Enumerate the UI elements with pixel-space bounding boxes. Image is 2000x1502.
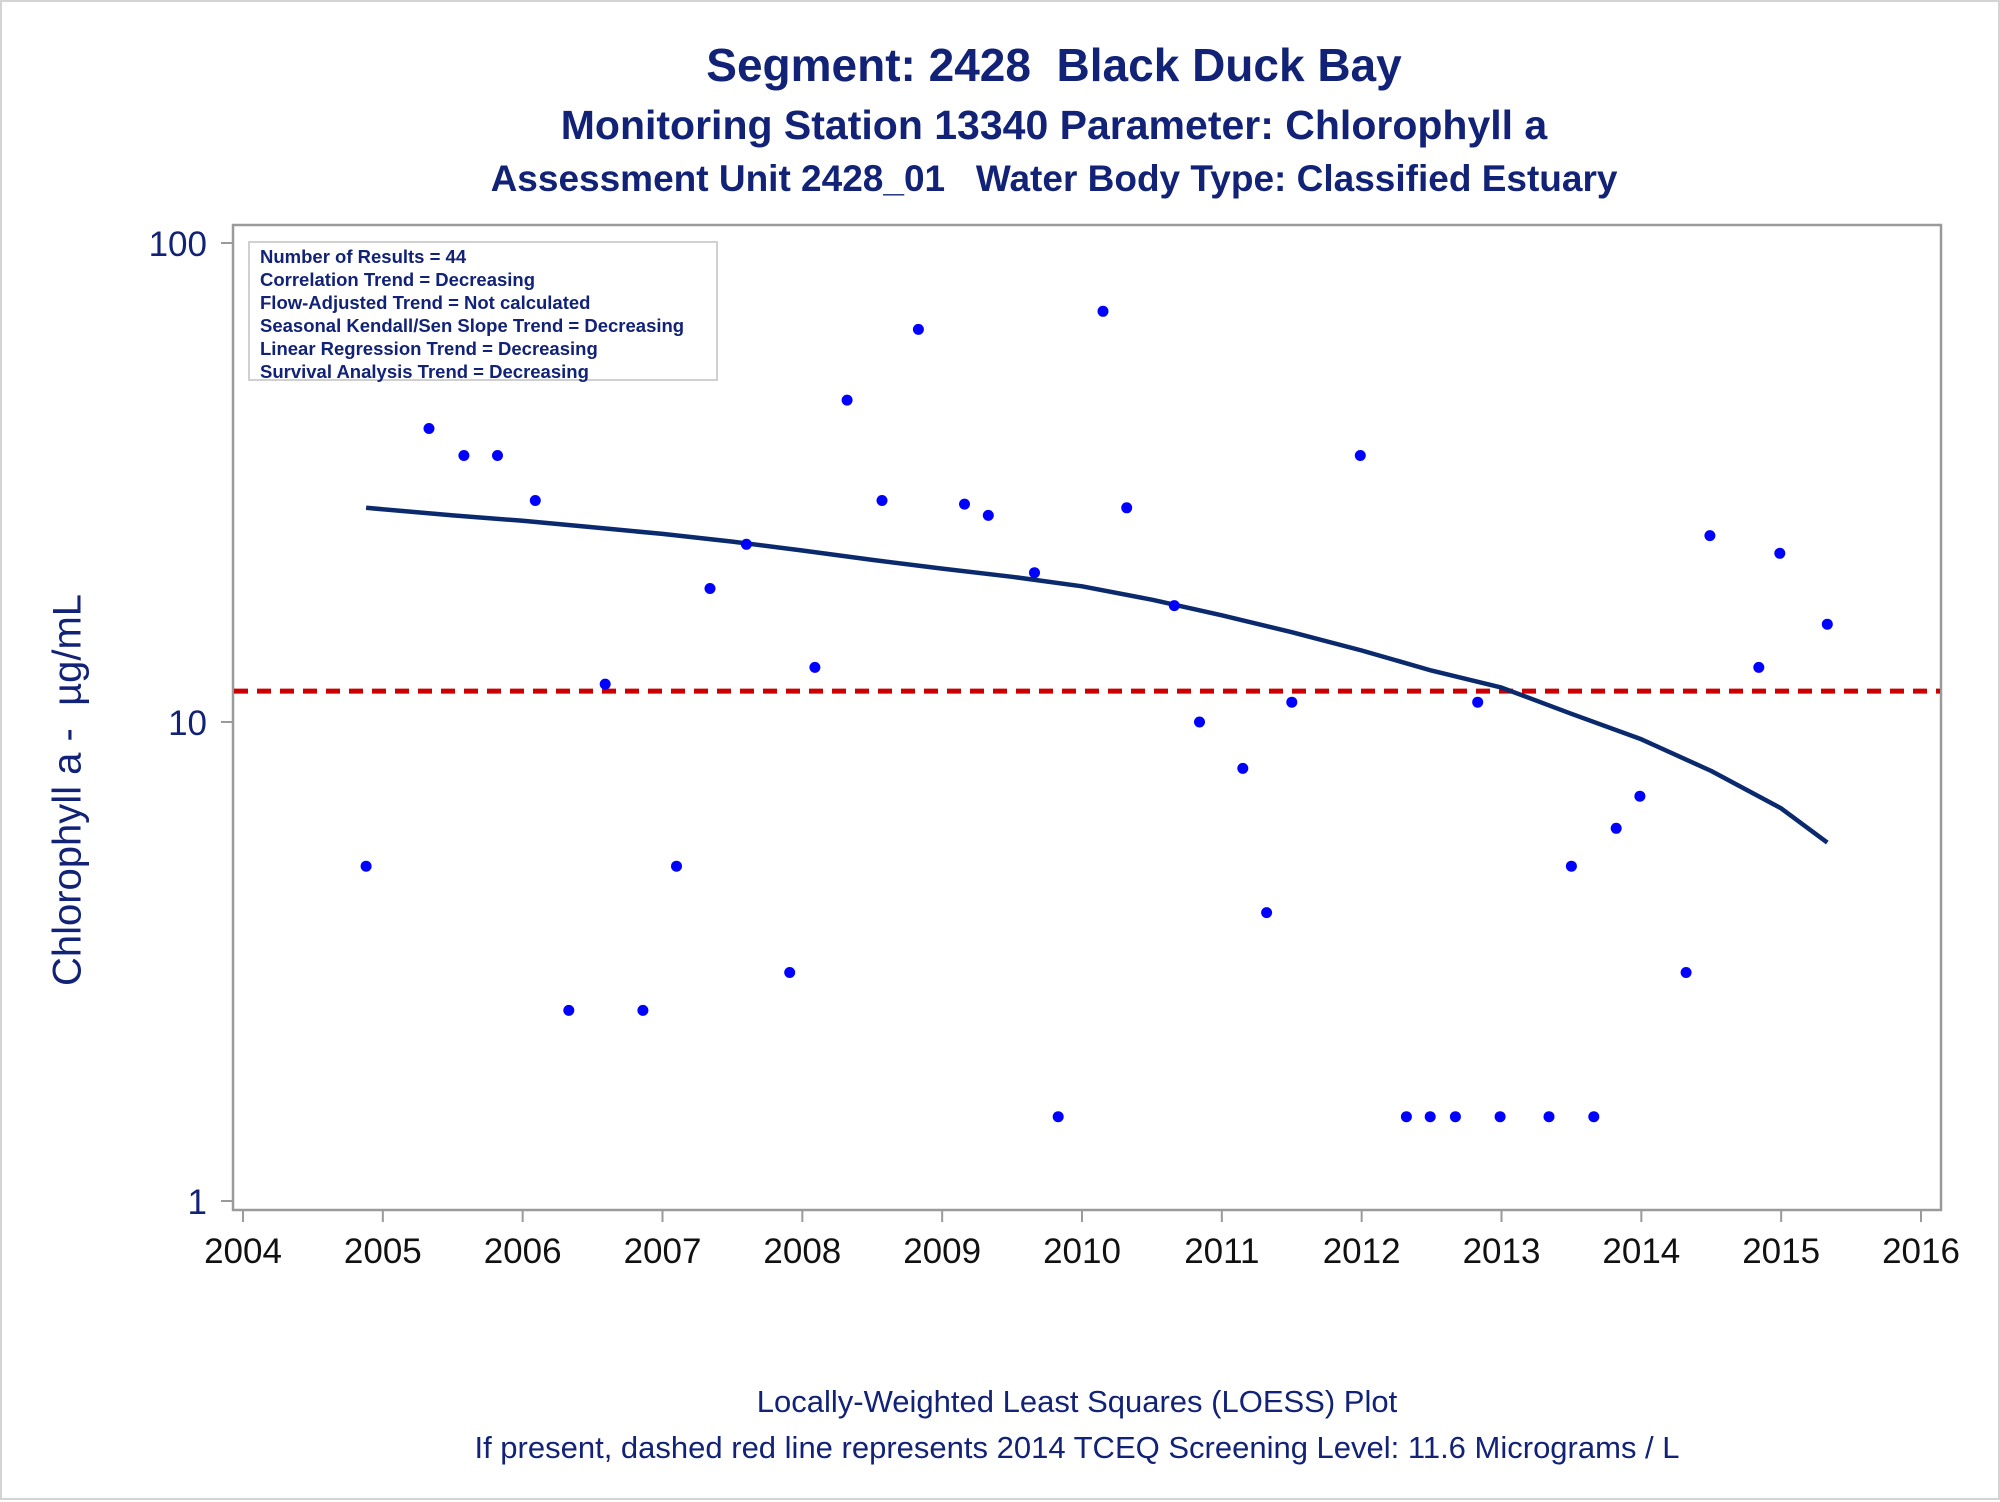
data-point [1449, 1111, 1461, 1123]
data-point [1194, 716, 1205, 728]
stats-line: Survival Analysis Trend = Decreasing [260, 361, 589, 382]
data-point [740, 538, 752, 550]
data-point [1753, 661, 1765, 673]
data-point [704, 583, 716, 594]
data-point [1680, 967, 1692, 978]
x-tick-label: 2010 [1043, 1232, 1121, 1271]
data-point [1821, 618, 1833, 630]
data-point [1097, 305, 1109, 317]
chart-subtitle: Monitoring Station 13340 Parameter: Chlo… [560, 102, 1548, 148]
data-point [959, 498, 970, 510]
data-point [1261, 907, 1273, 919]
data-point [1168, 600, 1180, 612]
stats-line: Correlation Trend = Decreasing [260, 269, 536, 290]
x-tick-label: 2013 [1463, 1232, 1541, 1271]
stats-line: Linear Regression Trend = Decreasing [260, 338, 598, 359]
data-point [982, 509, 994, 521]
data-point [1565, 860, 1577, 872]
y-tick-label: 1 [188, 1183, 207, 1222]
data-point [876, 495, 888, 506]
data-point [1634, 790, 1646, 802]
data-point [1588, 1111, 1600, 1123]
x-tick-label: 2016 [1882, 1232, 1960, 1271]
chart-subtitle-2: Assessment Unit 2428_01 Water Body Type:… [490, 158, 1618, 199]
data-point [1610, 822, 1622, 834]
stats-line: Number of Results = 44 [260, 246, 467, 267]
plot-area-border [231, 223, 1943, 1212]
data-point [1543, 1111, 1555, 1123]
data-point [1286, 696, 1298, 708]
footnote-loess: Locally-Weighted Least Squares (LOESS) P… [756, 1384, 1398, 1419]
data-point [599, 678, 611, 690]
x-tick-label: 2012 [1323, 1232, 1401, 1271]
data-point [1704, 530, 1716, 542]
data-point [1121, 502, 1133, 514]
data-point [1354, 450, 1366, 461]
data-point [671, 860, 682, 872]
data-point [1029, 567, 1040, 579]
y-tick-label: 100 [149, 225, 207, 264]
x-tick-label: 2004 [204, 1232, 282, 1271]
footnote-screening: If present, dashed red line represents 2… [474, 1430, 1680, 1465]
stats-legend-box: Number of Results = 44 Correlation Trend… [248, 241, 718, 382]
chart-title: Segment: 2428 Black Duck Bay [706, 39, 1402, 91]
data-point [1494, 1111, 1506, 1123]
x-tick-label: 2015 [1742, 1232, 1820, 1271]
data-point [841, 394, 853, 406]
loess-curve [365, 505, 1829, 845]
data-point [1237, 762, 1249, 774]
x-tick-label: 2005 [344, 1232, 422, 1271]
x-tick-label: 2008 [763, 1232, 841, 1271]
data-point [1052, 1111, 1064, 1123]
data-point [637, 1004, 649, 1016]
data-point [1400, 1111, 1412, 1123]
data-point [809, 661, 821, 673]
data-point [1472, 696, 1484, 708]
data-point [423, 423, 435, 434]
data-point [529, 495, 541, 506]
stats-line: Seasonal Kendall/Sen Slope Trend = Decre… [260, 315, 685, 336]
data-point [360, 860, 372, 872]
data-point [912, 323, 924, 335]
data-point [492, 450, 503, 461]
x-tick-label: 2007 [624, 1232, 702, 1271]
data-point [1424, 1111, 1436, 1123]
y-tick-label: 10 [168, 704, 207, 743]
data-point [1774, 547, 1786, 559]
x-tick-label: 2011 [1184, 1232, 1259, 1271]
data-point [563, 1004, 575, 1016]
x-tick-label: 2014 [1602, 1232, 1680, 1271]
stats-line: Flow-Adjusted Trend = Not calculated [260, 292, 591, 313]
data-point [784, 967, 796, 978]
x-tick-label: 2006 [484, 1232, 562, 1271]
data-point [458, 450, 470, 461]
x-tick-label: 2009 [903, 1232, 981, 1271]
